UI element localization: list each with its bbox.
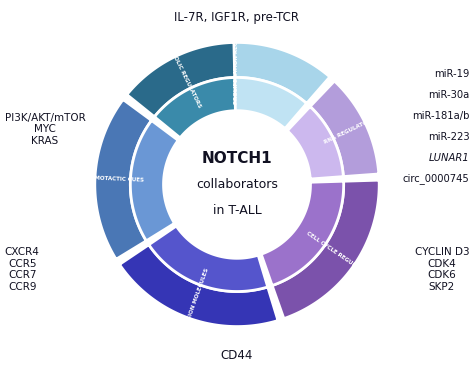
Polygon shape <box>287 107 343 179</box>
Ellipse shape <box>164 111 310 258</box>
Text: in T-ALL: in T-ALL <box>213 204 261 217</box>
Polygon shape <box>127 42 235 117</box>
Text: CHEMOTACTIC CUES: CHEMOTACTIC CUES <box>82 175 144 183</box>
Text: LUNAR1: LUNAR1 <box>428 153 469 163</box>
Text: CELL CYCLE REGULATORS: CELL CYCLE REGULATORS <box>306 231 374 279</box>
Text: CYCLIN D3
CDK4
CDK6
SKP2: CYCLIN D3 CDK4 CDK6 SKP2 <box>415 247 469 292</box>
Polygon shape <box>167 77 307 128</box>
Text: collaborators: collaborators <box>196 178 278 191</box>
Polygon shape <box>144 42 330 103</box>
Polygon shape <box>149 226 268 292</box>
Text: miR-181a/b: miR-181a/b <box>412 111 469 121</box>
Polygon shape <box>95 100 152 259</box>
Text: IL-7R, IGF1R, pre-TCR: IL-7R, IGF1R, pre-TCR <box>174 11 300 24</box>
Text: PROLIFERATION RECEPTORS: PROLIFERATION RECEPTORS <box>235 16 239 104</box>
Text: circ_0000745: circ_0000745 <box>402 173 469 184</box>
Polygon shape <box>130 120 178 241</box>
Polygon shape <box>155 77 236 138</box>
Polygon shape <box>119 245 278 327</box>
Text: miR-19: miR-19 <box>434 69 469 79</box>
Text: PI3K/AKT/mTOR
MYC
KRAS: PI3K/AKT/mTOR MYC KRAS <box>5 113 85 146</box>
Text: miR-30a: miR-30a <box>428 90 469 100</box>
Text: CXCR4
CCR5
CCR7
CCR9: CXCR4 CCR5 CCR7 CCR9 <box>5 247 40 292</box>
Text: ADHESION MOLECULES: ADHESION MOLECULES <box>181 268 210 337</box>
Text: METABOLIC REGULATORS: METABOLIC REGULATORS <box>163 37 202 109</box>
Text: NOTCH1: NOTCH1 <box>202 151 272 166</box>
Text: miR-223: miR-223 <box>428 132 469 142</box>
Polygon shape <box>310 81 379 177</box>
Polygon shape <box>272 180 379 318</box>
Text: RNA REGULATORS: RNA REGULATORS <box>323 117 376 145</box>
Text: CD44: CD44 <box>221 349 253 362</box>
Polygon shape <box>261 181 344 286</box>
